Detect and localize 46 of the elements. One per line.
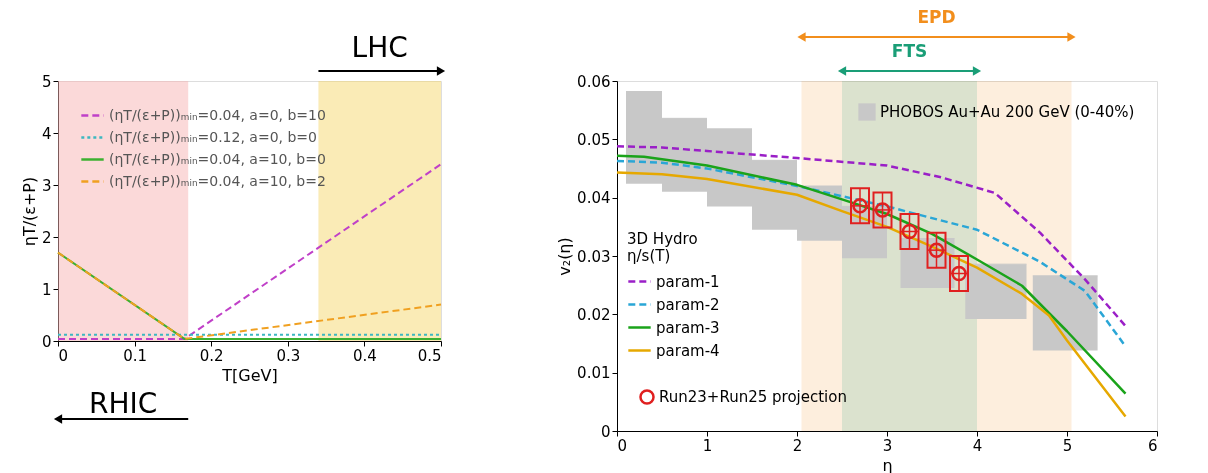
y-tick-label: 0.06 [577,72,611,91]
legend-label: (ηT/(ε+P))ₘᵢₙ=0.04, a=0, b=10 [109,106,326,123]
legend-label: param-3 [656,318,720,337]
legend-label: PHOBOS Au+Au 200 GeV (0-40%) [880,103,1135,121]
y-tick-label: 0.04 [577,189,611,208]
band-label: FTS [891,41,928,61]
x-tick-label: 0.5 [417,346,442,365]
y-tick-label: 5 [41,72,52,91]
legend-label: param-1 [656,272,720,291]
y-tick-label: 4 [41,124,52,143]
legend-label: param-2 [656,295,720,314]
x-tick-label: 0.4 [352,346,377,365]
line-series [615,171,1127,418]
legend-title: 3D Hydro η/s(T) [627,230,698,265]
x-tick-label: 4 [972,436,983,455]
legend-label: Run23+Run25 projection [659,388,847,406]
x-tick-label: 1 [702,436,713,455]
legend-label: (ηT/(ε+P))ₘᵢₙ=0.12, a=0, b=0 [109,128,317,145]
x-tick-label: 3 [882,436,893,455]
y-tick-label: 0.03 [577,247,611,266]
y-tick-label: 1 [41,280,52,299]
y-tick-label: 0 [41,332,52,351]
y-axis-title: ηT/(ε+P) [19,176,39,247]
y-tick-label: 0.01 [577,364,611,383]
x-tick-label: 5 [1062,436,1073,455]
legend-label: (ηT/(ε+P))ₘᵢₙ=0.04, a=10, b=0 [109,150,326,167]
legend-label: (ηT/(ε+P))ₘᵢₙ=0.04, a=10, b=2 [109,172,326,189]
y-tick-label: 0 [600,422,611,441]
x-tick-label: 6 [1147,436,1158,455]
x-tick-label: 0 [58,346,69,365]
x-tick-label: 0.2 [199,346,224,365]
y-tick-label: 0.02 [577,305,611,324]
x-axis-title: η [882,455,893,473]
x-axis-title: T[GeV] [221,365,278,385]
y-axis-title: v₂(η) [555,237,575,276]
x-tick-label: 0.3 [276,346,301,365]
band-label: EPD [917,7,956,27]
x-tick-label: 0.1 [123,346,148,365]
x-tick-label: 2 [792,436,803,455]
y-tick-label: 2 [41,228,52,247]
band-label: LHC [351,31,408,64]
band-label: RHIC [88,387,158,420]
x-tick-label: 0 [617,436,628,455]
y-tick-label: 3 [41,176,52,195]
legend-label: param-4 [656,341,720,360]
y-tick-label: 0.05 [577,130,611,149]
